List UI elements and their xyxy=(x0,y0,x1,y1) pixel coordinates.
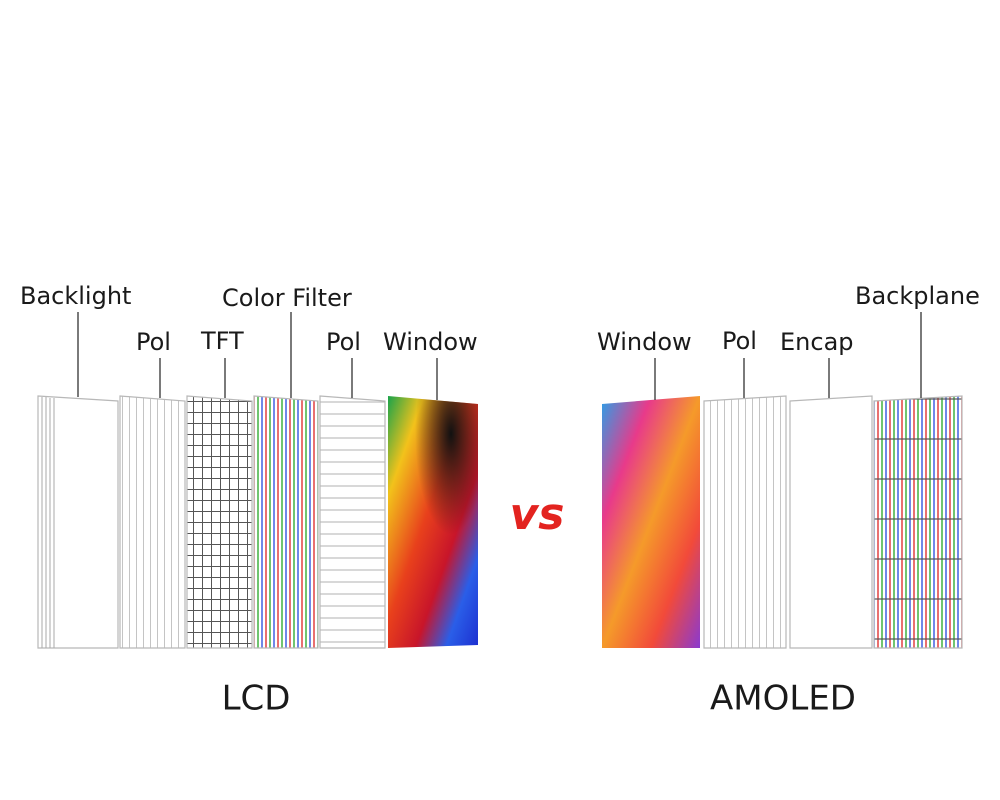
vs-label: vs xyxy=(510,489,565,540)
layer-label: Pol xyxy=(326,328,361,356)
lcd-label: LCD xyxy=(222,679,291,719)
layer-label: Window xyxy=(383,328,478,356)
leader-lines xyxy=(77,312,922,400)
pol-panel xyxy=(703,395,787,649)
window-panel xyxy=(602,396,700,648)
layer-label: Encap xyxy=(780,328,854,356)
color-filter-panel xyxy=(253,395,319,649)
pol-panel xyxy=(319,395,386,649)
layer-label: Backplane xyxy=(855,282,980,310)
layer-label: Window xyxy=(597,328,692,356)
backlight-edge xyxy=(41,397,55,648)
backlight-panel xyxy=(37,395,119,649)
amoled-label: AMOLED xyxy=(710,679,856,719)
pol-panel xyxy=(119,395,186,649)
layer-label: Color Filter xyxy=(222,284,352,312)
backplane-panel xyxy=(873,395,963,649)
tft-panel xyxy=(186,395,253,649)
layer-label: Backlight xyxy=(20,282,131,310)
layer-label: TFT xyxy=(200,327,244,355)
layer-label: Pol xyxy=(722,327,757,355)
encap-panel xyxy=(789,395,873,649)
window-shade xyxy=(388,396,478,648)
layer-label: Pol xyxy=(136,328,171,356)
